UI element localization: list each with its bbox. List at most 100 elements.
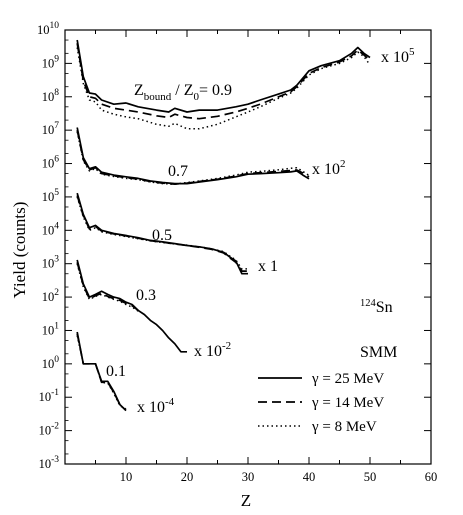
- scale-factor-base: x 10: [381, 49, 409, 66]
- y-tick-base: 10: [42, 123, 55, 137]
- scale-factor-label: x 105: [381, 46, 415, 66]
- x-tick-label: 20: [181, 470, 194, 484]
- y-tick-exponent: -3: [51, 455, 59, 465]
- ratio-value: 0.5: [152, 227, 172, 244]
- y-tick-label: 102: [42, 288, 60, 304]
- y-axis: 101010910810710610510410310210110010-110…: [37, 21, 431, 471]
- scale-factor-exponent: -4: [165, 396, 175, 408]
- y-tick-label: 108: [42, 88, 60, 104]
- y-tick-label: 100: [42, 355, 60, 371]
- series-layer: [76, 39, 371, 412]
- y-tick-base: 10: [37, 23, 50, 37]
- y-tick-label: 101: [42, 321, 60, 337]
- scale-factor-label: x 102: [312, 158, 346, 178]
- y-tick-base: 10: [39, 457, 52, 471]
- ratio-value: = 0.9: [199, 82, 232, 99]
- scale-factor-base: x 10: [194, 343, 222, 360]
- y-tick-exponent: 10: [50, 21, 60, 31]
- series-line-solid: [76, 127, 310, 185]
- legend: γ = 25 MeV γ = 14 MeV γ = 8 MeV: [258, 371, 384, 435]
- y-tick-base: 10: [42, 190, 55, 204]
- y-tick-exponent: 7: [54, 121, 59, 131]
- series-group-0: [76, 39, 371, 130]
- x-tick-label: 40: [303, 470, 316, 484]
- legend-label: γ = 25 MeV: [311, 371, 384, 387]
- scale-factor-base: x 10: [137, 399, 165, 416]
- series-line-dashed: [76, 195, 248, 272]
- series-line-dotted: [76, 196, 248, 270]
- series-line-solid: [76, 259, 187, 353]
- y-tick-label: 109: [42, 54, 60, 70]
- ratio-z: Z: [134, 82, 144, 99]
- y-tick-base: 10: [42, 56, 55, 70]
- y-tick-exponent: 4: [54, 221, 59, 231]
- y-tick-base: 10: [39, 390, 52, 404]
- y-tick-exponent: 0: [54, 355, 59, 365]
- y-tick-exponent: 2: [54, 288, 59, 298]
- nucleus-mass: 124: [360, 298, 377, 309]
- ratio-slash: / Z: [171, 82, 193, 99]
- y-tick-label: 10-3: [39, 455, 60, 471]
- y-tick-base: 10: [42, 90, 55, 104]
- y-tick-exponent: 9: [54, 54, 59, 64]
- y-tick-exponent: -1: [51, 388, 59, 398]
- x-tick-label: 60: [425, 470, 438, 484]
- series-line-dotted: [76, 131, 310, 185]
- ratio-value: 0.1: [106, 363, 126, 380]
- x-axis: 10 20 30 40 50 60: [95, 30, 438, 484]
- y-tick-label: 10-1: [39, 388, 60, 404]
- series-line-dashed: [76, 130, 310, 186]
- ratio-value: 0.7: [168, 163, 188, 180]
- series-line-solid: [76, 39, 371, 113]
- y-tick-base: 10: [42, 257, 55, 271]
- series-group-1: [76, 127, 310, 186]
- scale-factor: x 1: [258, 258, 278, 275]
- y-tick-exponent: 6: [54, 155, 59, 165]
- ratio-value: 0.3: [136, 287, 156, 304]
- ratio-label: 0.3: [136, 287, 156, 304]
- y-tick-exponent: 8: [54, 88, 59, 98]
- ratio-subscript: bound: [144, 91, 172, 103]
- series-group-3: [76, 259, 187, 353]
- scale-factor-base: x 10: [312, 161, 340, 178]
- ratio-label: Zbound / Z0= 0.9: [134, 82, 232, 103]
- scale-factor-label: x 10-2: [194, 340, 231, 360]
- y-tick-base: 10: [42, 323, 55, 337]
- y-tick-label: 104: [42, 221, 60, 237]
- series-line-dashed: [76, 333, 127, 412]
- nucleus-symbol: Sn: [376, 299, 393, 316]
- x-axis-title: Z: [241, 491, 251, 510]
- y-tick-label: 10-2: [39, 422, 60, 438]
- ratio-label: 0.5: [152, 227, 172, 244]
- y-tick-exponent: 5: [54, 188, 59, 198]
- legend-label: γ = 14 MeV: [311, 395, 384, 411]
- legend-label: γ = 8 MeV: [311, 419, 377, 435]
- y-axis-title: Yield (counts): [10, 202, 29, 299]
- y-tick-base: 10: [42, 290, 55, 304]
- scale-factor-label: x 1: [258, 258, 278, 275]
- scale-factor-exponent: 2: [340, 158, 346, 170]
- nucleus-label: 124Sn: [360, 298, 393, 316]
- y-tick-label: 106: [42, 155, 60, 171]
- y-tick-exponent: 1: [54, 321, 59, 331]
- scale-factor-label: x 10-4: [137, 396, 175, 416]
- y-tick-exponent: 3: [54, 255, 59, 265]
- model-label: SMM: [360, 344, 397, 361]
- series-line-solid: [76, 192, 248, 275]
- x-tick-label: 30: [242, 470, 255, 484]
- y-tick-exponent: -2: [51, 422, 59, 432]
- x-tick-label: 10: [120, 470, 133, 484]
- series-group-4: [76, 331, 127, 412]
- y-tick-base: 10: [42, 357, 55, 371]
- ratio-label: 0.1: [106, 363, 126, 380]
- x-tick-label: 50: [364, 470, 377, 484]
- y-tick-label: 1010: [37, 21, 59, 37]
- y-tick-label: 105: [42, 188, 60, 204]
- series-line-dashed: [76, 43, 371, 120]
- y-tick-label: 107: [42, 121, 60, 137]
- series-group-2: [76, 192, 248, 275]
- y-tick-base: 10: [39, 424, 52, 438]
- y-tick-base: 10: [42, 157, 55, 171]
